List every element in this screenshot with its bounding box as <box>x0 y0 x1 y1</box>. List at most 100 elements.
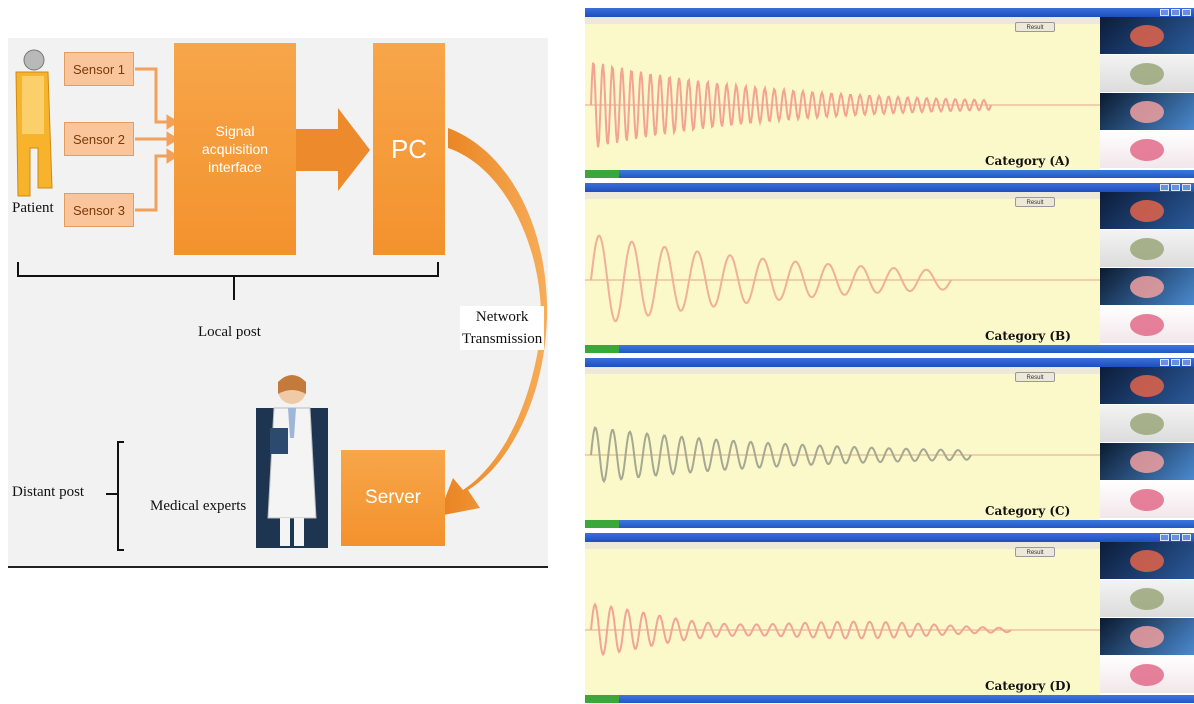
thumb-anatomy-shape <box>1130 238 1164 260</box>
taskbar <box>585 170 1194 178</box>
anatomy-thumbnails <box>1100 17 1194 170</box>
window-title-bar <box>585 183 1194 192</box>
thumb-airway <box>1100 443 1194 480</box>
doctor-illustration <box>256 375 328 548</box>
thumb-tissue <box>1100 656 1194 693</box>
window-menu-bar <box>585 192 1194 199</box>
network-label-line1: Network <box>475 309 529 325</box>
thumb-anatomy-shape <box>1130 413 1164 435</box>
thumb-anatomy-shape <box>1130 550 1164 572</box>
panel-d: Result Category (D) <box>585 533 1194 703</box>
window-title-bar <box>585 533 1194 542</box>
maximize-icon[interactable] <box>1171 359 1180 366</box>
signal-waveform <box>590 62 992 148</box>
minimize-icon[interactable] <box>1160 359 1169 366</box>
signal-plot <box>585 62 1100 148</box>
close-icon[interactable] <box>1182 534 1191 541</box>
sensor-1-label: Sensor 1 <box>72 61 126 77</box>
thumb-anatomy-shape <box>1130 101 1164 123</box>
category-d-label: Category (D) <box>985 679 1072 693</box>
anatomy-thumbnails <box>1100 542 1194 695</box>
category-a-label: Category (A) <box>985 154 1071 168</box>
sensor-2-box: Sensor 2 <box>64 122 134 156</box>
taskbar <box>585 520 1194 528</box>
result-button[interactable]: Result <box>1015 547 1055 557</box>
thumb-airway <box>1100 618 1194 655</box>
signal-plot <box>585 234 1100 323</box>
diagram-bottom-rule <box>8 566 548 568</box>
start-button[interactable] <box>585 520 619 528</box>
start-button[interactable] <box>585 170 619 178</box>
pc-label: PC <box>390 133 428 164</box>
window-title-bar <box>585 358 1194 367</box>
signal-acquisition-label: Signal acquisition interface <box>201 123 269 175</box>
thumb-tissue <box>1100 481 1194 518</box>
thumb-anatomy-shape <box>1130 200 1164 222</box>
thumb-anatomy-shape <box>1130 588 1164 610</box>
thumb-anatomy-shape <box>1130 664 1164 686</box>
patient-label: Patient <box>12 200 54 216</box>
thumb-larynx-side <box>1100 405 1194 442</box>
distant-post-bracket <box>106 441 124 551</box>
result-button[interactable]: Result <box>1015 22 1055 32</box>
thumb-larynx-side <box>1100 580 1194 617</box>
window-menu-bar <box>585 367 1194 374</box>
thumb-anatomy-shape <box>1130 139 1164 161</box>
server-label: Server <box>365 487 421 508</box>
thumb-airway <box>1100 93 1194 130</box>
minimize-icon[interactable] <box>1160 9 1169 16</box>
thumb-larynx-side <box>1100 55 1194 92</box>
signal-plot <box>585 602 1100 657</box>
category-c-label: Category (C) <box>985 504 1071 518</box>
maximize-icon[interactable] <box>1171 534 1180 541</box>
panel-a: Result Category (A) <box>585 8 1194 178</box>
thumb-anatomy-shape <box>1130 451 1164 473</box>
thumb-tissue <box>1100 131 1194 168</box>
thumb-throat-front <box>1100 17 1194 54</box>
panel-b: Result Category (B) <box>585 183 1194 353</box>
thumb-throat-front <box>1100 192 1194 229</box>
sensor-3-box: Sensor 3 <box>64 193 134 227</box>
thumb-throat-front <box>1100 542 1194 579</box>
result-button[interactable]: Result <box>1015 372 1055 382</box>
result-button[interactable]: Result <box>1015 197 1055 207</box>
thumb-larynx-side <box>1100 230 1194 267</box>
thumb-anatomy-shape <box>1130 25 1164 47</box>
maximize-icon[interactable] <box>1171 9 1180 16</box>
minimize-icon[interactable] <box>1160 184 1169 191</box>
signal-acquisition-block: Signal acquisition interface <box>174 43 296 255</box>
thumb-anatomy-shape <box>1130 626 1164 648</box>
sensor-2-label: Sensor 2 <box>72 131 126 147</box>
distant-post-label: Distant post <box>12 484 85 500</box>
window-title-bar <box>585 8 1194 17</box>
anatomy-thumbnails <box>1100 192 1194 345</box>
maximize-icon[interactable] <box>1171 184 1180 191</box>
anatomy-thumbnails <box>1100 367 1194 520</box>
pc-block: PC <box>373 43 445 255</box>
start-button[interactable] <box>585 345 619 353</box>
minimize-icon[interactable] <box>1160 534 1169 541</box>
signal-waveform <box>590 234 952 323</box>
local-post-label: Local post <box>198 324 261 340</box>
start-button[interactable] <box>585 695 619 703</box>
sensor-connectors <box>135 67 179 212</box>
category-b-label: Category (B) <box>985 329 1071 343</box>
close-icon[interactable] <box>1182 359 1191 366</box>
acq-to-pc-arrow <box>296 108 370 191</box>
thumb-throat-front <box>1100 367 1194 404</box>
thumb-anatomy-shape <box>1130 489 1164 511</box>
thumb-anatomy-shape <box>1130 375 1164 397</box>
network-curve-arrow <box>438 128 548 516</box>
network-label-line2: Transmission <box>462 331 543 347</box>
taskbar <box>585 345 1194 353</box>
close-icon[interactable] <box>1182 9 1191 16</box>
close-icon[interactable] <box>1182 184 1191 191</box>
sensor-3-label: Sensor 3 <box>72 202 126 218</box>
thumb-anatomy-shape <box>1130 276 1164 298</box>
diagram-connectors <box>15 49 548 551</box>
window-menu-bar <box>585 17 1194 24</box>
signal-waveform <box>590 602 1012 657</box>
patient-figure <box>15 49 53 197</box>
thumb-anatomy-shape <box>1130 63 1164 85</box>
taskbar <box>585 695 1194 703</box>
